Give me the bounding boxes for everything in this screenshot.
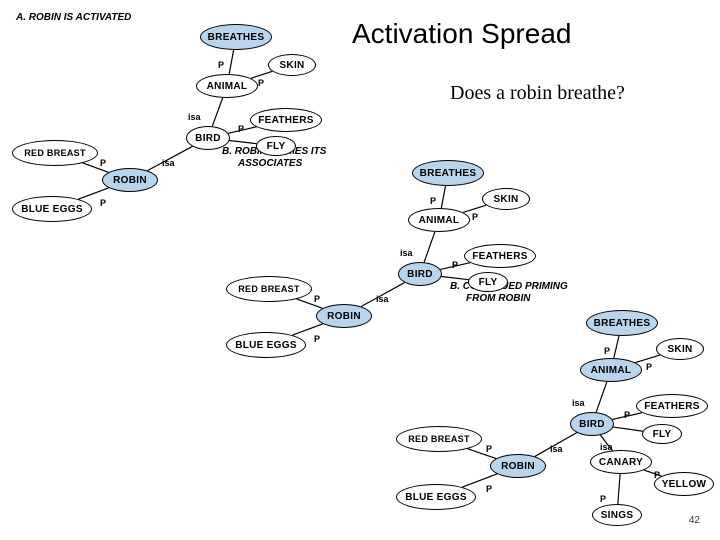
edge-label: P — [430, 196, 436, 206]
edge-label: P — [238, 124, 244, 134]
node-c-yellow: YELLOW — [654, 472, 714, 496]
node-label: SKIN — [493, 194, 518, 205]
node-label: SINGS — [601, 510, 634, 521]
edge-label: P — [646, 362, 652, 372]
node-b-bird: BIRD — [398, 262, 442, 286]
node-c-canary: CANARY — [590, 450, 652, 474]
node-label: SKIN — [667, 344, 692, 355]
node-label: ROBIN — [113, 175, 147, 186]
node-b-robin: ROBIN — [316, 304, 372, 328]
edge-label: P — [100, 158, 106, 168]
node-c-blueeggs: BLUE EGGS — [396, 484, 476, 510]
node-c-robin: ROBIN — [490, 454, 546, 478]
node-label: BIRD — [407, 269, 433, 280]
node-label: YELLOW — [662, 479, 707, 490]
node-label: FLY — [267, 141, 286, 152]
node-c-bird: BIRD — [570, 412, 614, 436]
node-c-sings: SINGS — [592, 504, 642, 526]
node-c-animal: ANIMAL — [580, 358, 642, 382]
node-label: RED BREAST — [238, 284, 300, 294]
node-c-fly: FLY — [642, 424, 682, 444]
node-label: ANIMAL — [207, 81, 248, 92]
page-title: Activation Spread — [352, 18, 571, 50]
edge-label: P — [218, 60, 224, 70]
node-a-robin: ROBIN — [102, 168, 158, 192]
edge-label: isa — [572, 398, 585, 408]
edge-label: P — [314, 294, 320, 304]
node-label: SKIN — [279, 60, 304, 71]
node-label: RED BREAST — [24, 148, 86, 158]
node-label: BREATHES — [420, 168, 477, 179]
question-subtitle: Does a robin breathe? — [450, 82, 625, 105]
node-c-skin: SKIN — [656, 338, 704, 360]
node-label: FLY — [653, 429, 672, 440]
node-label: ROBIN — [327, 311, 361, 322]
edge-label: isa — [550, 444, 563, 454]
node-label: ANIMAL — [591, 365, 632, 376]
node-label: BIRD — [579, 419, 605, 430]
edge-label: P — [258, 78, 264, 88]
node-b-fly: FLY — [468, 272, 508, 292]
node-label: ROBIN — [501, 461, 535, 472]
node-label: CANARY — [599, 457, 643, 468]
edge-label: P — [314, 334, 320, 344]
node-label: BREATHES — [594, 318, 651, 329]
node-b-blueeggs: BLUE EGGS — [226, 332, 306, 358]
edge-label: isa — [600, 442, 613, 452]
node-label: BLUE EGGS — [405, 492, 467, 503]
node-label: ANIMAL — [419, 215, 460, 226]
panel-caption: A. ROBIN IS ACTIVATED — [16, 12, 131, 23]
node-b-animal: ANIMAL — [408, 208, 470, 232]
node-c-breathes: BREATHES — [586, 310, 658, 336]
edge-label: P — [600, 494, 606, 504]
node-label: BLUE EGGS — [235, 340, 297, 351]
node-label: FLY — [479, 277, 498, 288]
edge-label: P — [604, 346, 610, 356]
node-a-fly: FLY — [256, 136, 296, 156]
node-a-breathes: BREATHES — [200, 24, 272, 50]
node-label: BREATHES — [208, 32, 265, 43]
node-a-skin: SKIN — [268, 54, 316, 76]
edge-label: P — [472, 212, 478, 222]
node-label: FEATHERS — [472, 251, 528, 262]
node-b-breathes: BREATHES — [412, 160, 484, 186]
node-a-redbreast: RED BREAST — [12, 140, 98, 166]
edge-label: P — [624, 410, 630, 420]
page-number: 42 — [689, 515, 700, 526]
node-a-bird: BIRD — [186, 126, 230, 150]
node-label: FEATHERS — [644, 401, 700, 412]
node-label: BIRD — [195, 133, 221, 144]
panel-caption: ASSOCIATES — [238, 158, 302, 169]
edge-label: isa — [188, 112, 201, 122]
node-b-feathers: FEATHERS — [464, 244, 536, 268]
edge-label: P — [452, 260, 458, 270]
edge-label: P — [486, 484, 492, 494]
node-label: FEATHERS — [258, 115, 314, 126]
node-a-feathers: FEATHERS — [250, 108, 322, 132]
node-label: RED BREAST — [408, 434, 470, 444]
node-b-redbreast: RED BREAST — [226, 276, 312, 302]
edge-label: isa — [376, 294, 389, 304]
edge-label: P — [486, 444, 492, 454]
edge-label: isa — [162, 158, 175, 168]
edge-label: P — [100, 198, 106, 208]
node-a-animal: ANIMAL — [196, 74, 258, 98]
node-b-skin: SKIN — [482, 188, 530, 210]
node-c-redbreast: RED BREAST — [396, 426, 482, 452]
edge-label: P — [654, 470, 660, 480]
node-label: BLUE EGGS — [21, 204, 83, 215]
edge-label: isa — [400, 248, 413, 258]
node-a-blueeggs: BLUE EGGS — [12, 196, 92, 222]
node-c-feathers: FEATHERS — [636, 394, 708, 418]
panel-caption: FROM ROBIN — [466, 293, 530, 304]
